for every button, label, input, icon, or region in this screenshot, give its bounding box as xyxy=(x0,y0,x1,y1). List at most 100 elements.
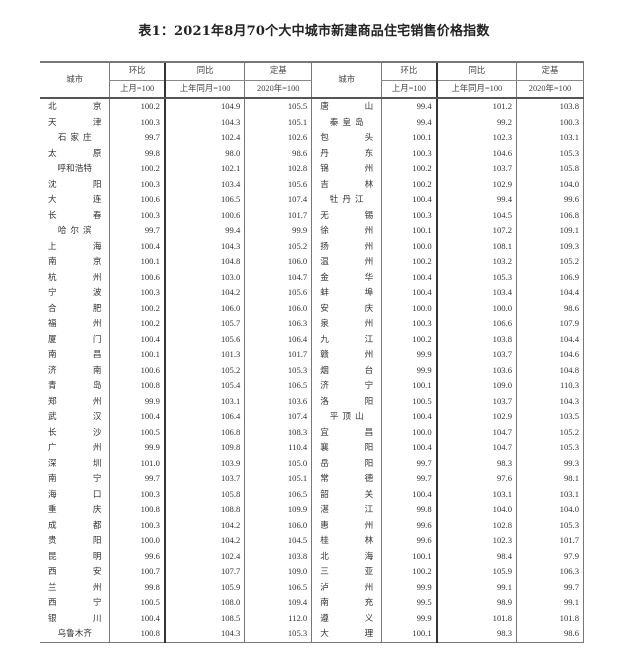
left-yoy-cell: 98.0 xyxy=(163,145,245,161)
left-base-cell: 104.7 xyxy=(244,269,312,285)
right-city-cell: 烟台 xyxy=(311,362,382,378)
left-yoy-cell: 102.4 xyxy=(163,548,245,564)
left-mom-cell: 100.1 xyxy=(109,347,165,363)
city-name: 九江 xyxy=(320,333,374,344)
table-row: 南昌 100.1 101.3 101.7 赣州 99.9 103.7 104.6 xyxy=(40,347,584,363)
right-city-cell: 吉林 xyxy=(311,176,382,192)
left-base-cell: 105.6 xyxy=(244,176,312,192)
right-city-cell: 三亚 xyxy=(311,564,382,580)
right-mom-cell: 99.5 xyxy=(381,595,437,611)
left-base-cell: 101.7 xyxy=(244,207,312,223)
left-mom-cell: 100.3 xyxy=(109,176,165,192)
right-mom-cell: 100.1 xyxy=(381,223,437,239)
city-name: 宜昌 xyxy=(320,426,374,437)
table-row: 昆明 99.6 102.4 103.8 北海 100.1 98.4 97.9 xyxy=(40,548,584,564)
left-base-cell: 106.5 xyxy=(244,579,312,595)
left-base-cell: 107.4 xyxy=(244,192,312,208)
right-base-cell: 106.8 xyxy=(516,207,584,223)
header-yoy-sub-left: 上年同月=100 xyxy=(163,80,245,99)
city-name: 徐州 xyxy=(320,225,374,235)
header-mom-sub-right: 上月=100 xyxy=(381,80,437,99)
right-base-cell: 107.9 xyxy=(516,316,584,332)
left-base-cell: 106.0 xyxy=(244,517,312,533)
right-city-cell: 韶关 xyxy=(311,486,382,502)
table-row: 宁波 100.3 104.2 105.6 蚌埠 100.4 103.4 104.4 xyxy=(40,285,584,301)
left-base-cell: 103.8 xyxy=(244,548,312,564)
city-name: 贵阳 xyxy=(48,535,102,545)
left-city-cell: 天津 xyxy=(40,115,110,131)
right-mom-cell: 100.1 xyxy=(381,130,437,146)
left-base-cell: 105.5 xyxy=(244,98,312,115)
left-city-cell: 杭州 xyxy=(40,270,110,286)
city-name: 海口 xyxy=(48,488,102,499)
left-mom-cell: 99.7 xyxy=(109,223,165,239)
right-city-cell: 济宁 xyxy=(311,378,382,394)
header-yoy-left: 同比 xyxy=(163,61,245,81)
left-base-cell: 109.4 xyxy=(244,595,312,611)
city-name: 南充 xyxy=(320,597,374,607)
right-mom-cell: 100.4 xyxy=(381,192,437,208)
left-mom-cell: 99.6 xyxy=(109,548,165,564)
left-yoy-cell: 103.0 xyxy=(163,269,245,285)
right-base-cell: 105.3 xyxy=(516,145,584,161)
header-mom-sub-left: 上月=100 xyxy=(109,80,165,99)
left-yoy-cell: 106.8 xyxy=(163,424,245,440)
left-yoy-cell: 103.7 xyxy=(163,471,245,487)
left-yoy-cell: 101.3 xyxy=(163,347,245,363)
table-row: 太原 99.8 98.0 98.6 丹东 100.3 104.6 105.3 xyxy=(40,145,584,161)
table-row: 北京 100.2 104.9 105.5 唐山 99.4 101.2 103.8 xyxy=(40,98,584,115)
left-yoy-cell: 106.5 xyxy=(163,192,245,208)
header-city-left: 城市 xyxy=(40,61,110,99)
right-yoy-cell: 102.3 xyxy=(435,533,517,549)
right-city-cell: 常德 xyxy=(311,471,382,487)
left-city-cell: 南宁 xyxy=(40,471,110,487)
city-name: 西安 xyxy=(48,566,102,576)
left-base-cell: 110.4 xyxy=(244,440,312,456)
right-base-cell: 105.2 xyxy=(516,254,584,270)
table-row: 深圳 101.0 103.9 105.0 岳阳 99.7 98.3 99.3 xyxy=(40,455,584,472)
header-base-right: 定基 xyxy=(516,61,584,81)
left-city-cell: 银川 xyxy=(40,611,110,627)
right-city-cell: 丹东 xyxy=(311,145,382,161)
right-mom-cell: 99.9 xyxy=(381,362,437,378)
left-yoy-cell: 103.1 xyxy=(163,393,245,409)
header-base-sub-left: 2020年=100 xyxy=(244,80,312,99)
right-yoy-cell: 98.3 xyxy=(435,455,517,471)
left-yoy-cell: 105.7 xyxy=(163,316,245,332)
right-base-cell: 99.1 xyxy=(516,595,584,611)
right-city-cell: 徐州 xyxy=(311,223,382,239)
left-base-cell: 105.6 xyxy=(244,285,312,301)
right-base-cell: 110.3 xyxy=(516,378,584,394)
right-city-cell: 大理 xyxy=(311,626,382,643)
right-yoy-cell: 101.8 xyxy=(435,610,517,626)
left-city-cell: 深圳 xyxy=(40,456,110,472)
right-mom-cell: 99.9 xyxy=(381,579,437,595)
right-yoy-cell: 104.6 xyxy=(435,145,517,161)
right-mom-cell: 99.6 xyxy=(381,533,437,549)
city-name: 西宁 xyxy=(48,597,102,607)
left-base-cell: 106.5 xyxy=(244,378,312,394)
right-yoy-cell: 100.0 xyxy=(435,300,517,316)
table-row: 长沙 100.5 106.8 108.3 宜昌 100.0 104.7 105.2 xyxy=(40,424,584,441)
city-name: 宁波 xyxy=(48,287,102,297)
right-yoy-cell: 103.7 xyxy=(435,161,517,177)
right-city-cell: 牡丹江 xyxy=(311,192,382,208)
right-mom-cell: 99.7 xyxy=(381,455,437,471)
left-base-cell: 105.3 xyxy=(244,362,312,378)
right-mom-cell: 99.8 xyxy=(381,502,437,518)
left-base-cell: 106.0 xyxy=(244,300,312,316)
city-name: 唐山 xyxy=(320,101,374,111)
table-row: 哈尔滨 99.7 99.4 99.9 徐州 100.1 107.2 109.1 xyxy=(40,223,584,239)
left-yoy-cell: 105.8 xyxy=(163,486,245,502)
left-base-cell: 105.0 xyxy=(244,455,312,471)
city-name: 烟台 xyxy=(320,364,374,375)
right-base-cell: 109.3 xyxy=(516,238,584,254)
right-city-cell: 泸州 xyxy=(311,579,382,595)
left-city-cell: 长沙 xyxy=(40,425,110,441)
city-name: 三亚 xyxy=(320,566,374,576)
left-city-cell: 成都 xyxy=(40,518,110,534)
right-base-cell: 97.9 xyxy=(516,548,584,564)
left-mom-cell: 100.5 xyxy=(109,595,165,611)
city-name: 南昌 xyxy=(48,349,102,359)
city-name: 上海 xyxy=(48,240,102,251)
